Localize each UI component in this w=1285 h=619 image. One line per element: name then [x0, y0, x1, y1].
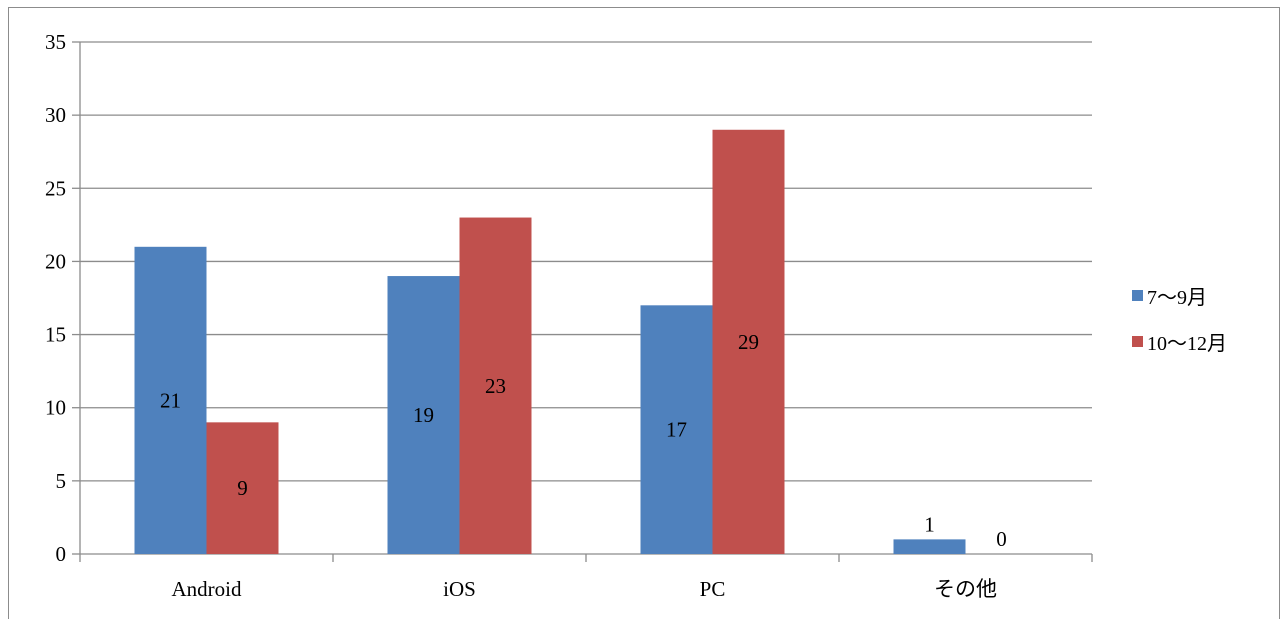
data-label: 0 — [996, 527, 1007, 551]
data-label: 23 — [485, 374, 506, 398]
data-label: 1 — [924, 512, 935, 536]
legend-item-series-2: 10〜12月 — [1132, 328, 1227, 355]
chart-frame — [8, 7, 1280, 619]
x-category-label: iOS — [443, 577, 476, 601]
legend-item-series-1: 7〜9月 — [1132, 282, 1227, 309]
y-tick-label: 30 — [45, 103, 66, 127]
x-category-label: その他 — [934, 577, 997, 601]
data-label: 29 — [738, 330, 759, 354]
legend: 7〜9月 10〜12月 — [1132, 282, 1227, 374]
legend-label-series-1: 7〜9月 — [1147, 286, 1207, 309]
x-category-label: PC — [700, 577, 726, 601]
legend-swatch-series-2 — [1132, 335, 1143, 347]
legend-label-series-2: 10〜12月 — [1147, 332, 1227, 355]
y-tick-label: 20 — [45, 249, 66, 273]
bar-series-1 — [387, 276, 460, 554]
bar-series-2 — [206, 422, 279, 554]
legend-swatch-series-1 — [1132, 289, 1143, 301]
data-label: 9 — [237, 476, 248, 500]
bar-series-1 — [640, 305, 713, 554]
bar-series-1 — [893, 539, 966, 554]
data-label: 19 — [413, 403, 434, 427]
data-label: 17 — [666, 418, 687, 442]
bar-series-2 — [459, 217, 532, 555]
y-tick-label: 15 — [45, 323, 66, 347]
bar-series-1 — [134, 246, 207, 555]
bar-series-2 — [712, 129, 785, 554]
data-label: 21 — [160, 388, 181, 412]
y-tick-label: 10 — [45, 396, 66, 420]
y-tick-label: 25 — [45, 176, 66, 200]
y-tick-label: 5 — [56, 469, 67, 493]
y-tick-label: 0 — [56, 542, 67, 566]
x-category-label: Android — [172, 577, 242, 601]
y-tick-label: 35 — [45, 30, 66, 54]
